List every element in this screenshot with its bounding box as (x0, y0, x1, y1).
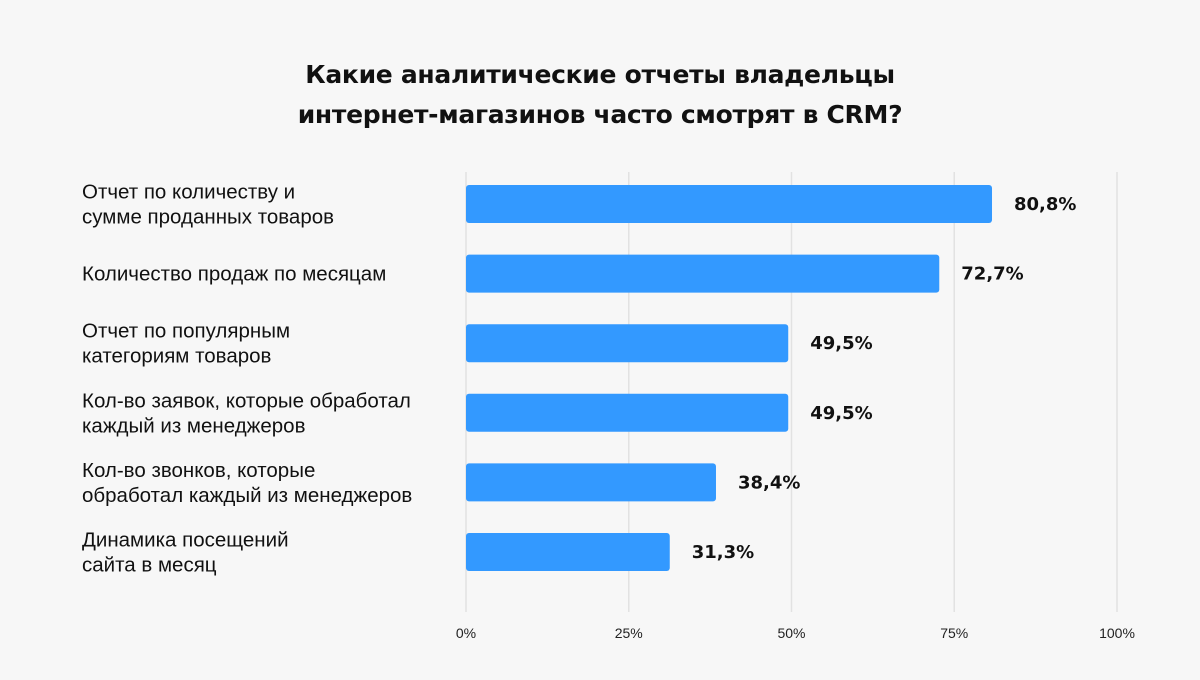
category-label-line: сумме проданных товаров (82, 206, 334, 229)
bar-value-label: 31,3% (692, 542, 754, 563)
chart-title: Какие аналитические отчеты владельцы инт… (0, 55, 1200, 135)
bar (466, 533, 670, 571)
category-label: Отчет по количеству и сумме проданных тов… (82, 181, 334, 229)
category-label-line: каждый из менеджеров (82, 414, 305, 437)
bar-value-label: 49,5% (810, 333, 872, 354)
category-label-line: Кол-во звонков, которые (82, 459, 315, 482)
bar (466, 324, 789, 363)
category-label-line: сайта в месяц (82, 554, 217, 577)
chart-title-line-1: Какие аналитические отчеты владельцы (305, 60, 895, 89)
category-label-line: Кол-во заявок, которые обработал (82, 389, 411, 412)
category-label: Количество продаж по месяцам (82, 263, 386, 286)
bar-value-label: 49,5% (810, 403, 872, 424)
category-label-line: Отчет по популярным (82, 320, 290, 343)
x-tick-label: 50% (777, 625, 805, 641)
bar (466, 185, 993, 223)
category-label-line: Количество продаж по месяцам (82, 263, 386, 286)
category-label-line: Динамика посещений (82, 529, 289, 552)
category-label: Динамика посещений сайта в месяц (82, 529, 289, 577)
category-label: Кол-во заявок, которые обработал каждый и… (82, 389, 411, 437)
x-tick-label: 75% (940, 625, 968, 641)
bar-value-label: 38,4% (738, 472, 800, 493)
x-tick-label: 25% (615, 625, 643, 641)
category-label-line: обработал каждый из менеджеров (82, 484, 412, 507)
category-label: Кол-во звонков, которые обработал каждый … (82, 459, 412, 507)
x-tick-label: 0% (456, 625, 476, 641)
x-tick-label: 100% (1099, 625, 1135, 641)
bar (466, 254, 940, 293)
bar (466, 463, 716, 502)
chart-title-line-2: интернет-магазинов часто смотрят в CRM? (297, 100, 903, 129)
bar-value-label: 80,8% (1014, 194, 1076, 215)
bar (466, 393, 789, 432)
category-label-line: Отчет по количеству и (82, 181, 295, 204)
bar-value-label: 72,7% (961, 264, 1023, 285)
category-label-line: категориям товаров (82, 345, 271, 368)
category-label: Отчет по популярным категориям товаров (82, 320, 290, 368)
